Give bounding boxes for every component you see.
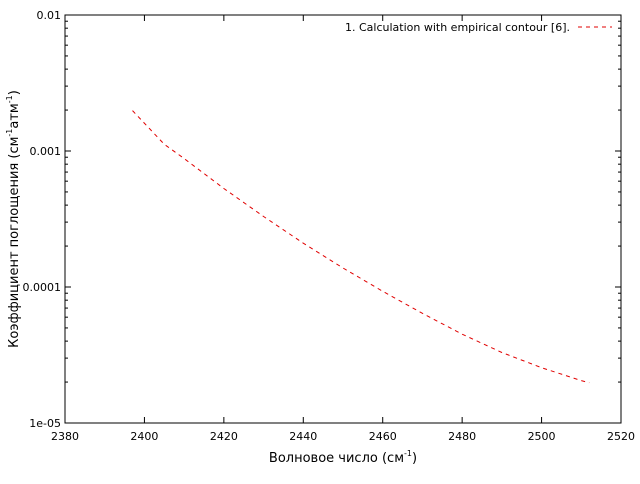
x-tick-label: 2460 <box>369 430 397 443</box>
series-layer <box>132 110 590 384</box>
x-tick-label: 2420 <box>210 430 238 443</box>
legend: 1. Calculation with empirical contour [6… <box>345 21 612 34</box>
legend-label-series-1: 1. Calculation with empirical contour [6… <box>345 21 570 34</box>
y-tick-label: 0.001 <box>30 145 62 158</box>
x-tick-label: 2400 <box>130 430 158 443</box>
x-axis: 2380 2400 2420 2440 2460 2480 2500 2520 <box>51 15 635 443</box>
y-tick-label: 0.0001 <box>23 281 62 294</box>
x-tick-label: 2500 <box>528 430 556 443</box>
x-axis-label: Волновое число (см-1) <box>269 449 417 466</box>
y-tick-label: 0.01 <box>37 9 62 22</box>
y-tick-label: 1e-05 <box>29 417 61 430</box>
x-tick-label: 2520 <box>607 430 635 443</box>
series-line-1 <box>132 110 590 384</box>
y-axis-label: Коэффициент поглощения (см-1атм-1) <box>5 90 22 348</box>
plot-frame <box>64 14 622 424</box>
y-axis: 1e-05 0.0001 0.001 0.01 <box>23 9 621 430</box>
x-tick-label: 2480 <box>448 430 476 443</box>
x-tick-label: 2440 <box>289 430 317 443</box>
x-tick-label: 2380 <box>51 430 79 443</box>
